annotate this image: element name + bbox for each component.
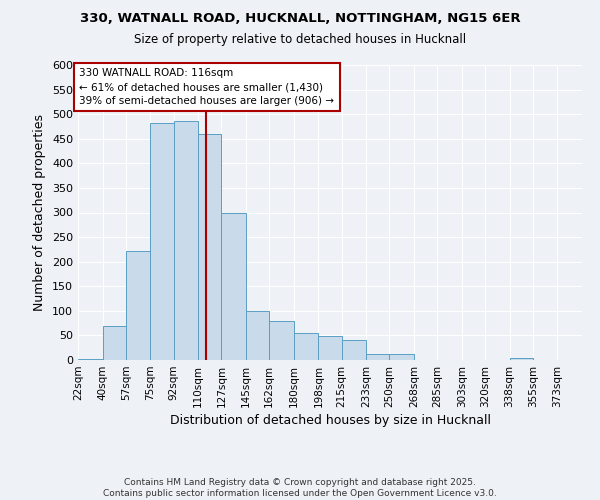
Bar — [221, 214, 246, 360]
Bar — [126, 251, 151, 360]
Text: 330 WATNALL ROAD: 116sqm
← 61% of detached houses are smaller (1,430)
39% of sem: 330 WATNALL ROAD: 116sqm ← 61% of detach… — [79, 68, 334, 106]
Text: 330, WATNALL ROAD, HUCKNALL, NOTTINGHAM, NG15 6ER: 330, WATNALL ROAD, HUCKNALL, NOTTINGHAM,… — [80, 12, 520, 26]
Bar — [341, 340, 366, 360]
Bar — [198, 134, 221, 360]
Bar — [103, 326, 126, 360]
Bar — [151, 122, 173, 360]
Bar — [294, 333, 319, 360]
Bar — [319, 336, 341, 360]
Bar — [366, 354, 389, 360]
Text: Contains HM Land Registry data © Crown copyright and database right 2025.
Contai: Contains HM Land Registry data © Crown c… — [103, 478, 497, 498]
Bar — [509, 358, 533, 360]
Text: Size of property relative to detached houses in Hucknall: Size of property relative to detached ho… — [134, 32, 466, 46]
Bar — [269, 320, 294, 360]
Y-axis label: Number of detached properties: Number of detached properties — [34, 114, 46, 311]
Bar — [173, 120, 198, 360]
Bar — [78, 358, 103, 360]
Bar — [389, 354, 414, 360]
Bar — [246, 311, 269, 360]
X-axis label: Distribution of detached houses by size in Hucknall: Distribution of detached houses by size … — [170, 414, 491, 427]
